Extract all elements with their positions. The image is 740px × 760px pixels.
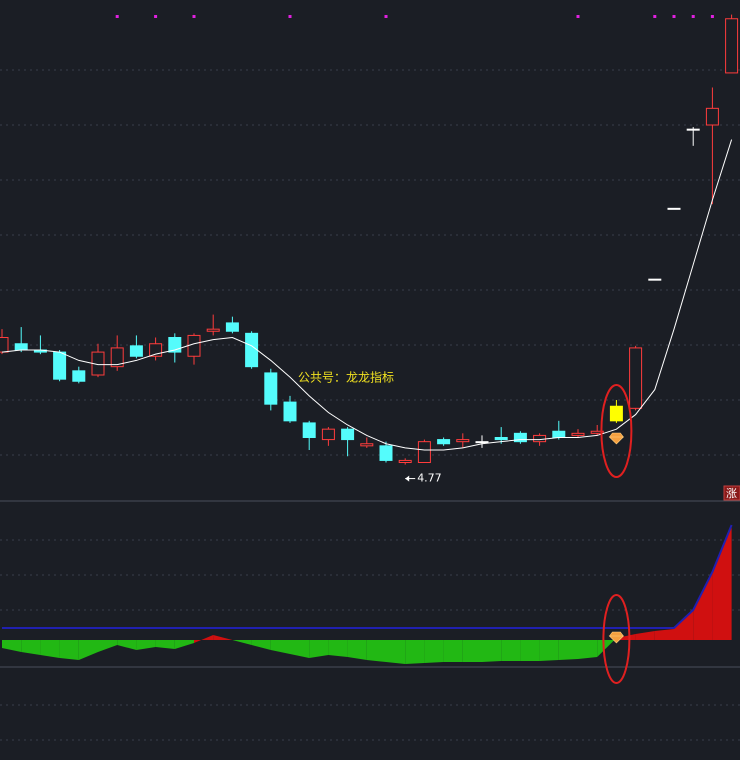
osc-area — [232, 640, 252, 645]
osc-area — [539, 640, 559, 661]
candle-body — [379, 445, 393, 461]
osc-area — [501, 640, 521, 661]
signal-marker — [653, 15, 657, 18]
osc-area — [59, 640, 79, 660]
signal-marker — [288, 15, 292, 18]
candle-body — [725, 18, 739, 74]
osc-area — [520, 640, 540, 661]
osc-area — [597, 638, 617, 657]
osc-area — [405, 640, 425, 664]
moving-average — [1, 139, 733, 451]
candle-body — [129, 345, 143, 357]
highlight-ring — [600, 384, 633, 478]
osc-area — [424, 640, 444, 663]
signal-marker — [691, 15, 695, 18]
osc-area — [328, 640, 348, 657]
candle-body — [321, 428, 335, 441]
osc-area — [21, 640, 41, 655]
signal-marker — [115, 15, 119, 18]
candle-body — [14, 343, 28, 351]
osc-area — [674, 610, 694, 640]
osc-area — [366, 640, 386, 662]
osc-area — [290, 640, 310, 658]
signal-marker — [710, 15, 714, 18]
signal-marker — [672, 15, 676, 18]
osc-area — [712, 525, 732, 640]
signal-marker — [576, 15, 580, 18]
osc-area — [654, 629, 674, 640]
tag: 涨 — [726, 487, 737, 500]
annotation: 公共号：龙龙指标 — [298, 370, 394, 385]
osc-area — [347, 640, 367, 660]
candle-body — [225, 322, 239, 332]
candle-body — [475, 441, 489, 444]
candle-body — [0, 337, 9, 353]
osc-area — [558, 640, 578, 660]
candle-body — [417, 441, 431, 463]
osc-area — [194, 635, 214, 643]
candle-body — [110, 347, 124, 368]
candle-body — [686, 128, 700, 131]
candle-body — [609, 405, 623, 422]
osc-area — [98, 640, 118, 652]
osc-area — [270, 640, 290, 654]
candle-body — [552, 430, 566, 438]
candle-body — [283, 401, 297, 422]
candle-body — [648, 278, 662, 281]
signal-diamond — [608, 631, 625, 644]
grid — [0, 69, 740, 741]
candle-body — [72, 370, 86, 382]
candle-body — [437, 439, 451, 445]
osc-area — [40, 640, 60, 658]
candle-body — [513, 432, 527, 443]
candle-body — [302, 422, 316, 438]
low-label: 4.77 — [417, 472, 442, 485]
candle-body — [264, 372, 278, 405]
indicator-line — [2, 524, 733, 629]
osc-area — [443, 640, 463, 662]
signal-marker — [154, 15, 158, 18]
highlight-ring — [602, 594, 631, 684]
osc-area — [635, 631, 655, 640]
osc-area — [136, 640, 156, 650]
osc-area — [386, 640, 406, 664]
candle-body — [456, 439, 470, 443]
osc-area — [482, 640, 502, 662]
osc-area — [155, 640, 175, 649]
candle-body — [53, 351, 67, 380]
osc-area — [2, 640, 22, 652]
osc-area — [251, 640, 271, 650]
candle-body — [360, 443, 374, 447]
osc-area — [309, 640, 329, 658]
osc-area — [78, 640, 98, 660]
candle-body — [667, 207, 681, 210]
candle-body — [398, 459, 412, 463]
osc-area — [117, 640, 137, 650]
candle-body — [341, 428, 355, 441]
candle-body — [705, 107, 719, 126]
candle-body — [206, 328, 220, 332]
osc-area — [174, 640, 194, 649]
signal-diamond — [608, 432, 625, 445]
low-arrow-head — [405, 475, 410, 482]
candle-body — [187, 334, 201, 357]
candle-body — [629, 347, 643, 409]
osc-area — [213, 635, 233, 640]
candle-body — [571, 432, 585, 436]
candle-body — [168, 337, 182, 353]
candle-body — [590, 430, 604, 434]
candle-body — [245, 332, 259, 368]
signal-marker — [384, 15, 388, 18]
candle-body — [533, 434, 547, 443]
osc-area — [462, 640, 482, 662]
osc-area — [693, 572, 713, 640]
signal-marker — [192, 15, 196, 18]
osc-area — [578, 640, 598, 659]
tag-box — [723, 485, 740, 501]
candle-body — [494, 437, 508, 441]
